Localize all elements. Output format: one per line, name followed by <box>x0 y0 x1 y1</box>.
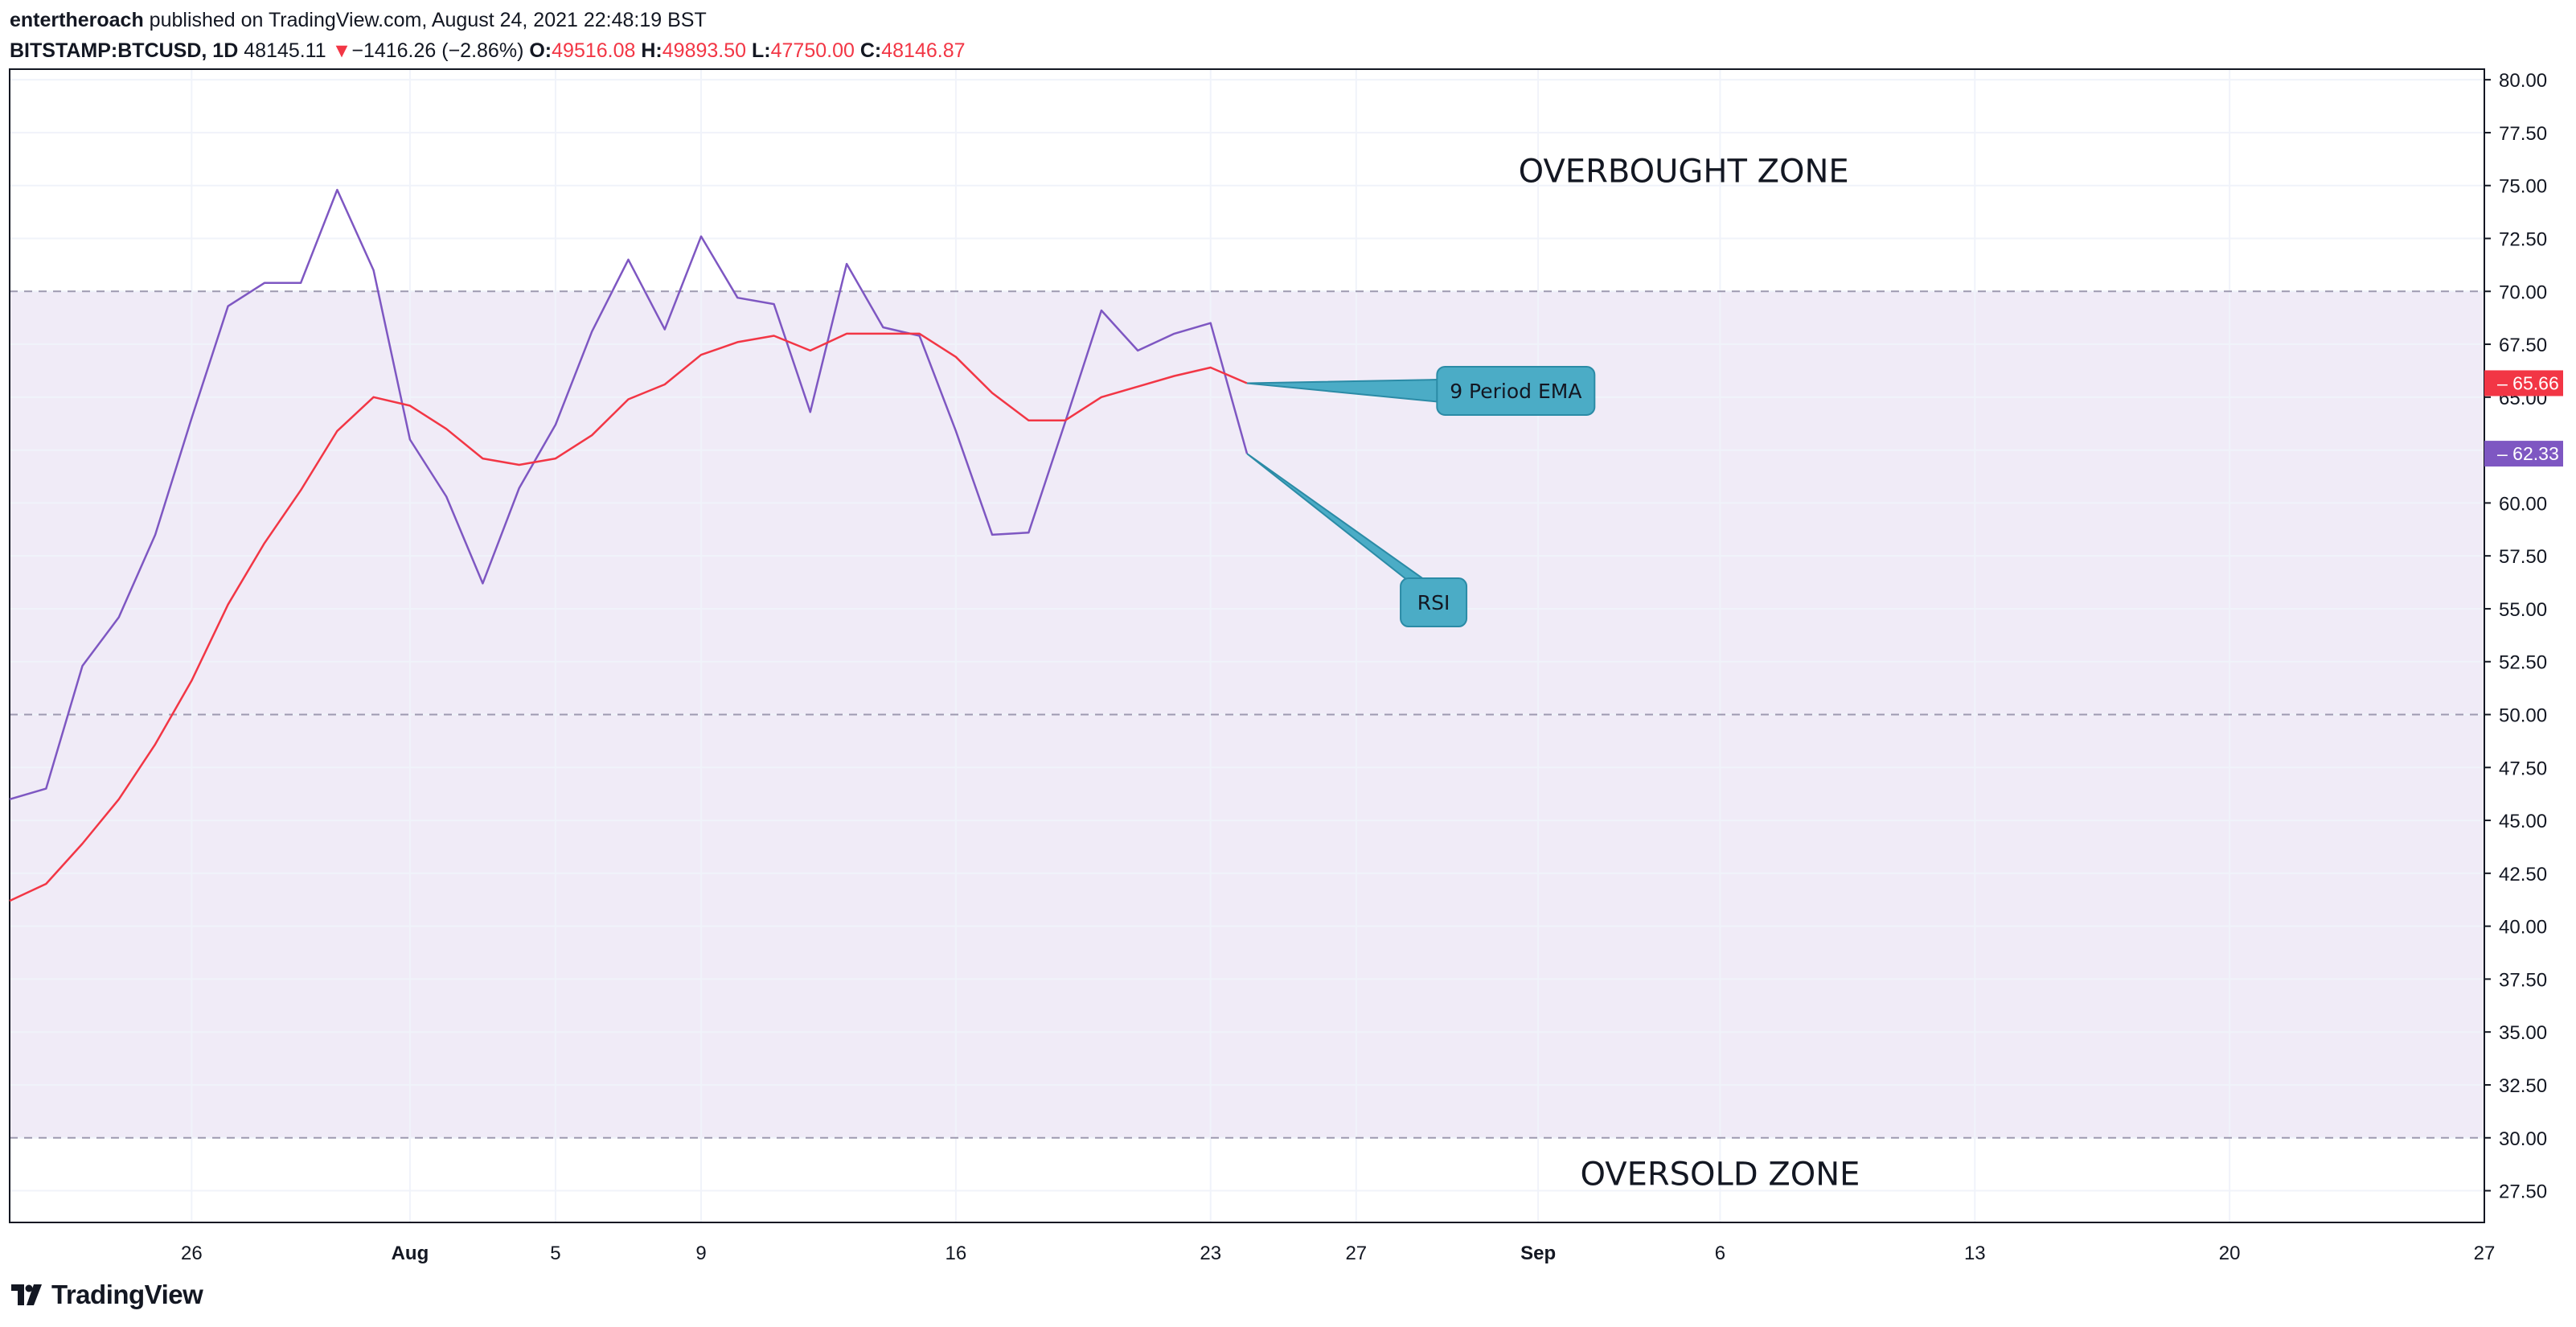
y-tick-label: 47.50 <box>2499 758 2547 779</box>
y-tick-label: 80.00 <box>2499 70 2547 92</box>
y-tick-label: 32.50 <box>2499 1075 2547 1097</box>
x-tick-label: Aug <box>392 1243 429 1264</box>
x-tick-label: 6 <box>1715 1243 1725 1264</box>
brand-name[interactable]: TradingView <box>51 1280 203 1309</box>
close-value: 48146.87 <box>881 39 966 62</box>
rsi-line <box>9 188 1249 801</box>
tradingview-logo-icon <box>11 1284 42 1305</box>
y-tick-label: 52.50 <box>2499 652 2547 674</box>
publish-line: entertheroach published on TradingView.c… <box>10 5 966 35</box>
oversold-zone-label: OVERSOLD ZONE <box>1580 1156 1860 1193</box>
y-tick-label: 55.00 <box>2499 599 2547 621</box>
y-tick-label: 27.50 <box>2499 1181 2547 1203</box>
y-tick-label: 45.00 <box>2499 811 2547 832</box>
chart-header: entertheroach published on TradingView.c… <box>10 5 966 66</box>
low-label: L: <box>752 39 771 62</box>
rsi-callout-box <box>1400 577 1468 628</box>
y-tick-label: 77.50 <box>2499 123 2547 145</box>
rsi-callout-text: RSI <box>1417 591 1450 614</box>
price-change: −1416.26 (−2.86%) <box>351 39 524 62</box>
high-label: H: <box>641 39 662 62</box>
y-tick-label: 57.50 <box>2499 546 2547 568</box>
rsi-chart[interactable]: 80.0077.5075.0072.5070.0067.5065.0062.50… <box>0 0 2576 1271</box>
y-tick-label: 35.00 <box>2499 1022 2547 1044</box>
open-value: 49516.08 <box>552 39 636 62</box>
high-value: 49893.50 <box>662 39 747 62</box>
ema-callout-box <box>1436 365 1596 416</box>
y-tick-label: 42.50 <box>2499 864 2547 885</box>
rsi-price-label-bg <box>2484 441 2563 467</box>
x-tick-label: 27 <box>2474 1243 2496 1264</box>
author-name[interactable]: entertheroach <box>10 9 144 31</box>
x-tick-label: Sep <box>1520 1243 1556 1264</box>
y-tick-label: 70.00 <box>2499 281 2547 303</box>
tradingview-footer: TradingView <box>11 1280 203 1310</box>
rsi-price-label: – 62.33 <box>2497 443 2559 464</box>
ema-line <box>9 332 1248 902</box>
y-tick-label: 30.00 <box>2499 1128 2547 1150</box>
x-tick-label: 27 <box>1345 1243 1367 1264</box>
y-tick-label: 50.00 <box>2499 705 2547 727</box>
last-price: 48145.11 <box>244 39 326 62</box>
x-tick-label: 20 <box>2219 1243 2241 1264</box>
x-tick-label: 23 <box>1200 1243 1221 1264</box>
y-tick-label: 60.00 <box>2499 493 2547 515</box>
x-tick-label: 16 <box>945 1243 967 1264</box>
ema-callout-text: 9 Period EMA <box>1450 380 1581 403</box>
y-tick-label: 67.50 <box>2499 335 2547 356</box>
close-label: C: <box>859 39 882 62</box>
y-tick-label: 40.00 <box>2499 917 2547 939</box>
x-tick-label: 13 <box>1964 1243 1986 1264</box>
x-tick-label: 5 <box>550 1243 560 1264</box>
ema-price-label-bg <box>2484 370 2563 396</box>
y-tick-label: 75.00 <box>2499 176 2547 198</box>
symbol-name[interactable]: BITSTAMP:BTCUSD, 1D <box>10 39 239 62</box>
overbought-zone-label: OVERBOUGHT ZONE <box>1519 153 1849 190</box>
down-arrow-icon: ▼ <box>331 39 352 62</box>
symbol-line: BITSTAMP:BTCUSD, 1D 48145.11 ▼−1416.26 (… <box>10 35 966 66</box>
x-tick-label: 9 <box>695 1243 706 1264</box>
published-text: published on TradingView.com, August 24,… <box>149 9 707 31</box>
plot-frame <box>9 68 2485 1223</box>
ema-price-label: – 65.66 <box>2497 372 2559 393</box>
y-tick-label: 72.50 <box>2499 228 2547 250</box>
y-tick-label: 37.50 <box>2499 969 2547 991</box>
low-value: 47750.00 <box>770 39 855 62</box>
open-label: O: <box>529 39 552 62</box>
x-tick-label: 26 <box>181 1243 203 1264</box>
